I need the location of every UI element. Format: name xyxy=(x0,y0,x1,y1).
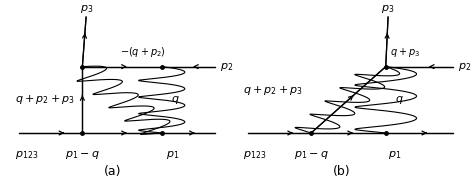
Text: $p_2$: $p_2$ xyxy=(220,61,233,73)
Text: $q$: $q$ xyxy=(171,94,180,106)
Text: $p_{123}$: $p_{123}$ xyxy=(243,149,267,161)
Text: $p_2$: $p_2$ xyxy=(458,61,471,73)
Text: $p_3$: $p_3$ xyxy=(81,3,94,15)
Text: (b): (b) xyxy=(333,165,350,178)
Text: $q + p_2 + p_3$: $q + p_2 + p_3$ xyxy=(15,93,75,106)
Text: $p_1$: $p_1$ xyxy=(166,149,180,161)
Text: $p_3$: $p_3$ xyxy=(382,3,395,15)
Text: $q + p_2 + p_3$: $q + p_2 + p_3$ xyxy=(243,84,303,97)
Text: $p_1 - q$: $p_1 - q$ xyxy=(65,149,100,161)
Text: $q$: $q$ xyxy=(395,94,404,106)
Text: $p_1$: $p_1$ xyxy=(388,149,401,161)
Text: $p_1 - q$: $p_1 - q$ xyxy=(294,149,328,161)
Text: $q + p_3$: $q + p_3$ xyxy=(391,46,420,59)
Text: (a): (a) xyxy=(104,165,121,178)
Text: $-(q+p_2)$: $-(q+p_2)$ xyxy=(120,45,165,59)
Text: $p_{123}$: $p_{123}$ xyxy=(15,149,38,161)
